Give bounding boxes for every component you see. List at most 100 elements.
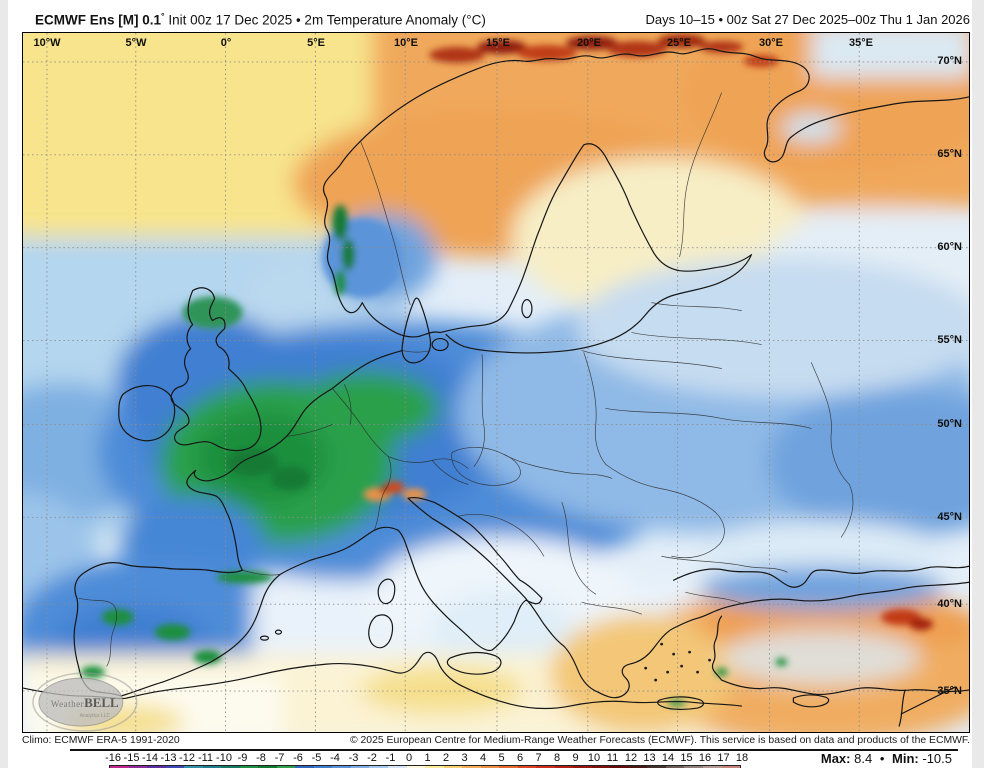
colorbar-tick: 13 [643,752,656,764]
colorbar-cell [295,766,314,768]
colorbar-cell [350,766,370,768]
lon-label: 0° [220,37,232,49]
colorbar-cell [573,766,592,768]
valid-time-range: Days 10–15 • 00z Sat 27 Dec 2025–00z Thu… [645,12,971,27]
colorbar-cell [221,766,240,768]
colorbar-tick: -8 [256,752,266,764]
colorbar-cell [647,766,666,768]
colorbar-tick: -6 [293,752,303,764]
lat-label: 50°N [937,418,962,430]
colorbar-cell [184,766,203,768]
colorbar-cell [332,766,351,768]
colorbar-cell [387,766,407,768]
lat-label: 35°N [937,685,962,697]
colorbar-tick: 17 [717,752,730,764]
anomaly-detail-field [80,33,934,707]
colorbar-cell [443,766,463,768]
colorbar-tick: -1 [385,752,396,764]
colorbar-tick: -14 [142,752,158,764]
lat-label: 65°N [937,148,962,160]
colorbar-tick: -2 [367,752,377,764]
colorbar-tick: 10 [587,752,601,764]
model-name: ECMWF Ens [M] 0.1 [35,12,162,27]
colorbar-tick: 9 [572,752,579,764]
colorbar-tick: -4 [330,752,340,764]
island-dots [644,642,711,682]
colorbar-tick: 3 [461,752,468,764]
colorbar-tick: 1 [424,752,431,764]
lon-label: 35°E [849,37,873,49]
colorbar-cell [239,766,259,768]
colorbar-tick: 6 [516,752,524,764]
country-borders [78,92,854,667]
colorbar-tick: -15 [123,752,140,764]
lat-label: 70°N [937,55,962,67]
colorbar-cell [276,766,296,768]
lon-label: 30°E [759,37,783,49]
colorbar-ticks: -16 -15 -14 -13 -12 -11 -10 -9 -8 -7 -6 -5 -4 -3 -2 -1 0… [105,752,749,765]
colorbar-tick: -13 [160,752,177,764]
colorbar-tick: 5 [498,752,505,764]
left-gutter [0,0,8,768]
colorbar-tick: -3 [348,752,359,764]
lon-label: 5°W [125,37,147,49]
lon-label: 20°E [577,37,601,49]
colorbar-tick: 15 [680,752,693,764]
colorbar-tick: 7 [535,752,542,764]
colorbar-cell [128,766,148,768]
colorbar-cell [665,766,685,768]
colorbar-tick: 12 [624,752,638,764]
colorbar-cell [721,766,741,768]
colorbar-strip [109,765,741,768]
colorbar-cell [202,766,222,768]
footer-divider [70,749,958,751]
colorbar-tick: -12 [179,752,195,764]
colorbar-tick: -10 [216,752,232,764]
max-min-readout: Max: 8.4 • Min: -10.5 [821,751,952,766]
map-title: ECMWF Ens [M] 0.1° Init 00z 17 Dec 2025 … [22,11,486,28]
colorbar-cell [110,766,129,768]
colorbar-tick: -5 [311,752,322,764]
colorbar-cell [147,766,166,768]
colorbar-cell [703,766,722,768]
colorbar-cell [517,766,537,768]
lat-label: 55°N [937,334,962,346]
anomaly-color-field [23,33,969,732]
colorbar-cell [591,766,611,768]
colorbar-tick: -16 [105,752,121,764]
footer: Climo: ECMWF ERA-5 1991-2020 © 2025 Euro… [22,735,970,746]
min-value: -10.5 [922,751,952,766]
max-label: Max: [820,751,851,766]
right-gutter [972,0,984,768]
colorbar-cell [425,766,444,768]
colorbar-tick: 2 [442,752,450,764]
climo-note: Climo: ECMWF ERA-5 1991-2020 [22,735,180,746]
colorbar-cell [258,766,277,768]
parameter-name: Init 00z 17 Dec 2025 • 2m Temperature An… [164,12,486,27]
colorbar-tick: 18 [735,752,749,764]
colorbar-tick: 0 [405,752,413,764]
colorbar-cell [462,766,481,768]
colorbar-cell [313,766,333,768]
lat-label: 60°N [937,241,962,253]
lon-label: 10°W [33,37,61,49]
graticule [23,33,969,732]
map-canvas: WeatherBELL Analytics LLC 10°W 5°W 0° 5°E 10… [22,32,970,733]
colorbar-cell [610,766,629,768]
colorbar-cell [499,766,518,768]
colorbar-cell [369,766,388,768]
min-label: Min: [892,751,919,766]
colorbar-tick: 8 [553,752,561,764]
colorbar-tick: -11 [197,752,214,764]
colorbar-cell [554,766,574,768]
degree-mark: ° [161,10,165,21]
lon-label: 5°E [307,37,325,49]
colorbar-tick: 11 [606,752,619,764]
colorbar-tick: 14 [661,752,675,764]
weatherbell-logo: WeatherBELL Analytics LLC [32,672,138,732]
logo-subtitle: Analytics LLC [80,713,111,719]
lon-label: 25°E [667,37,691,49]
colorbar-cell [684,766,703,768]
header: ECMWF Ens [M] 0.1° Init 00z 17 Dec 2025 … [22,0,970,32]
